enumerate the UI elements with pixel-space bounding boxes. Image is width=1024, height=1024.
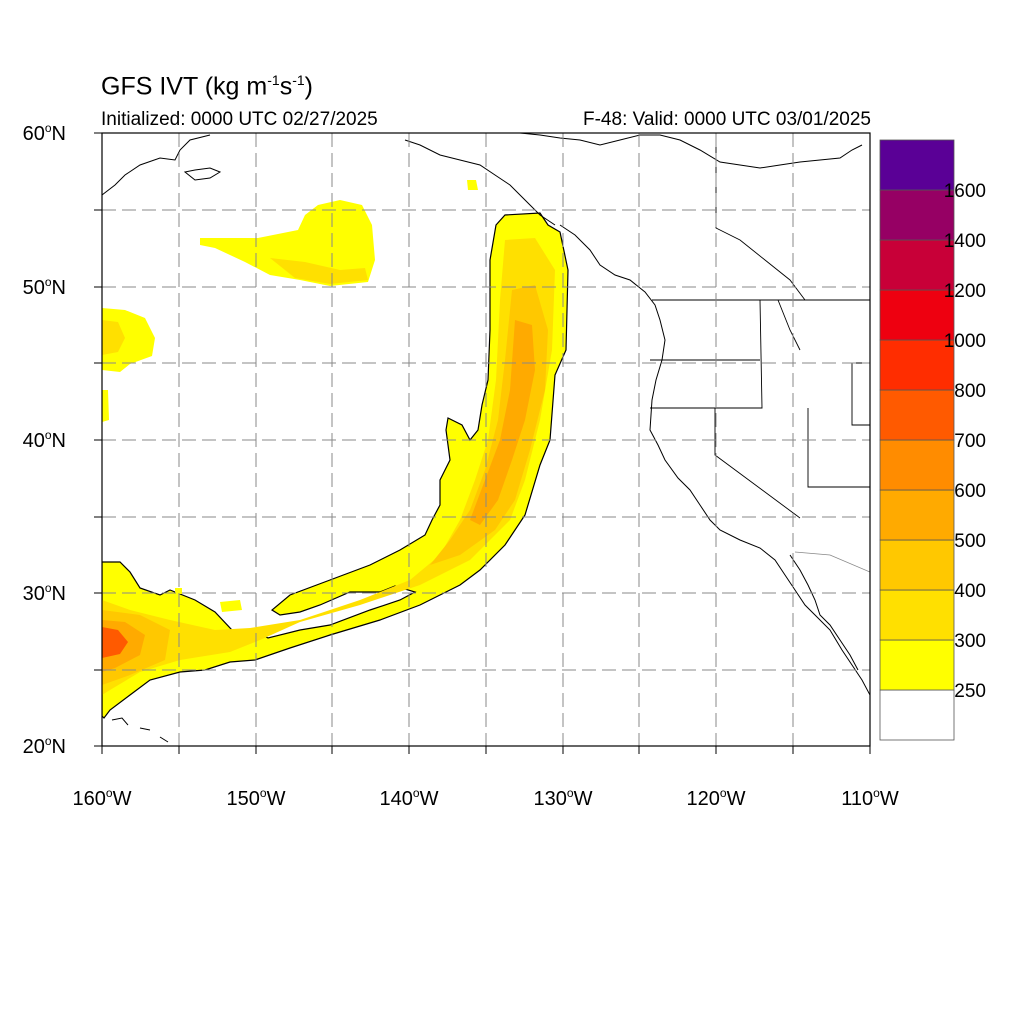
colorbar-swatch (879, 289, 955, 341)
lat-label-50: 50oN (23, 275, 66, 299)
lat-label-60: 60oN (23, 121, 66, 145)
state-borders (650, 133, 870, 519)
north-pacific-plume-inner (270, 258, 368, 284)
colorbar-label: 1600 (944, 181, 986, 202)
axis-ticks (94, 132, 871, 754)
island-coast (183, 167, 222, 181)
colorbar-swatch (879, 589, 955, 641)
colorbar-swatch (879, 339, 955, 391)
colorbar-label: 1000 (944, 331, 986, 352)
lon-label-130w: 130oW (534, 786, 593, 810)
western-patch-2 (102, 390, 109, 422)
lat-labels: 60oN 50oN 40oN 30oN 20oN (23, 121, 66, 758)
lon-label-140w: 140oW (380, 786, 439, 810)
ivt-shading (102, 180, 569, 719)
colorbar-label: 400 (954, 581, 986, 602)
colorbar-swatch (879, 239, 955, 291)
colorbar-swatch (879, 139, 955, 191)
colorbar-label: 1200 (944, 281, 986, 302)
lat-label-20: 20oN (23, 734, 66, 758)
init-time-label: Initialized: 0000 UTC 02/27/2025 (101, 109, 378, 130)
lon-label-150w: 150oW (227, 786, 286, 810)
colorbar-label: 300 (954, 631, 986, 652)
colorbar-swatch (879, 539, 955, 591)
lon-label-120w: 120oW (687, 786, 746, 810)
lat-label-40: 40oN (23, 428, 66, 452)
colorbar: 250 300 400 500 600 700 800 1000 1200 1400 1600 (879, 139, 986, 741)
colorbar-label: 800 (954, 381, 986, 402)
colorbar-label: 1400 (944, 231, 986, 252)
ar-core-600 (470, 320, 535, 525)
colorbar-swatch (879, 639, 955, 691)
baja-coast (789, 554, 859, 671)
north-america-coast (519, 133, 870, 696)
lon-label-160w: 160oW (73, 786, 132, 810)
lon-labels: 160oW 150oW 140oW 130oW 120oW 110oW (73, 786, 899, 810)
coastlines (102, 133, 870, 743)
colorbar-swatch (879, 389, 955, 441)
lat-label-30: 30oN (23, 581, 66, 605)
colorbar-swatch (879, 439, 955, 491)
small-patch-5 (175, 588, 182, 594)
chart-title: GFS IVT (kg m-1s-1) (101, 72, 313, 101)
valid-time-label: F-48: Valid: 0000 UTC 03/01/2025 (583, 109, 871, 130)
colorbar-swatch (879, 189, 955, 241)
small-patch-3 (467, 180, 478, 190)
north-pacific-plume (200, 200, 375, 286)
alaska-coast (102, 134, 556, 226)
colorbar-swatch (879, 489, 955, 541)
colorbar-swatch (879, 689, 955, 741)
small-patch-4 (220, 600, 242, 612)
mexico-border (794, 551, 870, 573)
hawaii-coast (111, 717, 169, 743)
west-plume-800 (102, 627, 128, 658)
colorbar-label: 250 (954, 681, 986, 702)
lon-label-110w: 110oW (841, 786, 899, 810)
colorbar-label: 700 (954, 431, 986, 452)
colorbar-label: 600 (954, 481, 986, 502)
colorbar-label: 500 (954, 531, 986, 552)
western-patch-1-inner (102, 320, 125, 355)
graticule (102, 133, 870, 746)
